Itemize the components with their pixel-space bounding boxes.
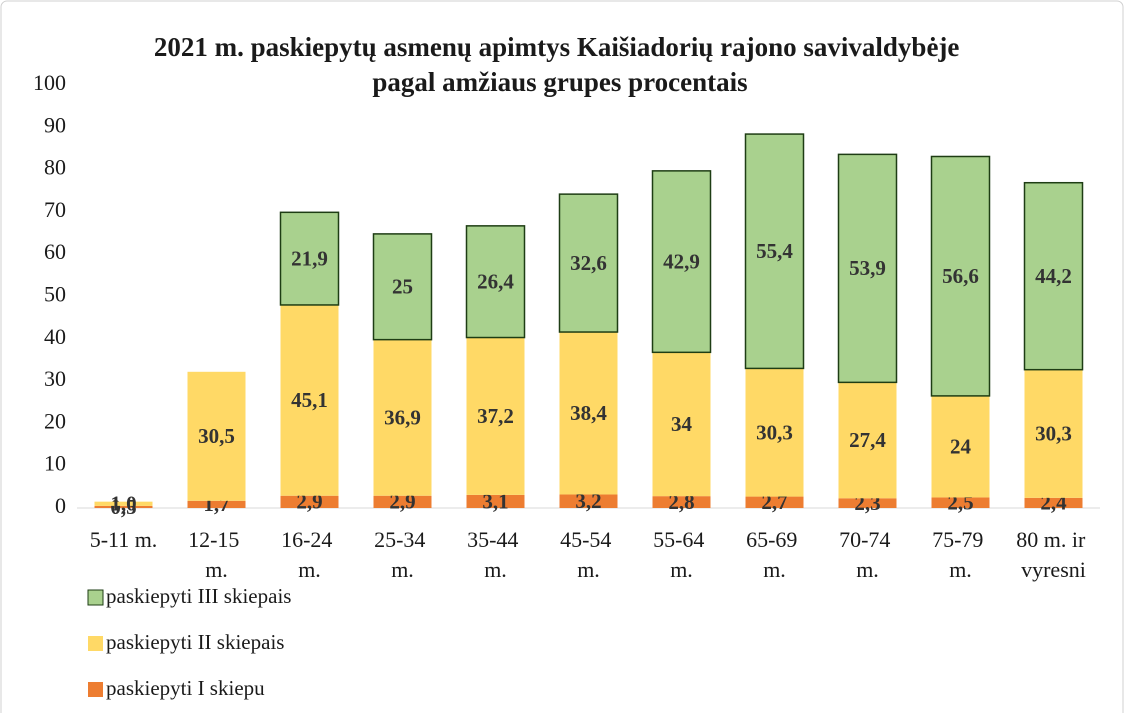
bar-segment (931, 395, 990, 498)
x-tick-label: 12-15 m. (188, 527, 245, 582)
bar-segment (187, 500, 246, 508)
bar-segment (187, 371, 246, 501)
bar-segment (1024, 497, 1083, 508)
data-label: 55,4 (756, 239, 793, 263)
bar-segment (466, 494, 525, 508)
bar-segment (744, 133, 805, 370)
y-tick-label: 20 (44, 408, 66, 433)
data-label: 24 (950, 434, 972, 458)
bar-segment (838, 382, 897, 499)
x-tick-label: 5-11 m. (90, 527, 158, 552)
bar-segment (373, 495, 432, 508)
x-tick-label: 35-44 m. (467, 527, 524, 582)
data-label: 27,4 (849, 428, 886, 452)
bar-segment (745, 368, 804, 497)
bar-segment (94, 505, 153, 508)
data-label: 42,9 (663, 249, 700, 273)
x-tick-label: 16-24 m. (281, 527, 338, 582)
chart-title: 2021 m. paskiepytų asmenų apimtys Kaišia… (154, 32, 966, 97)
legend-label: paskiepyti I skiepu (106, 676, 265, 700)
legend-swatch (88, 636, 103, 651)
bar-segment (94, 501, 153, 506)
bar-segment (838, 498, 897, 508)
data-label: 37,2 (477, 404, 514, 428)
bar-segment (465, 225, 526, 339)
data-label: 30,3 (1035, 422, 1072, 446)
x-tick-label: 25-34 m. (374, 527, 431, 582)
legend-label: paskiepyti III skiepais (106, 584, 291, 608)
data-label: 34 (671, 412, 693, 436)
x-tick-label: 55-64 m. (653, 527, 710, 582)
bar-segment (837, 153, 898, 384)
x-tick-label: 80 m. ir vyresni (1016, 527, 1091, 582)
bar-segment (1024, 369, 1083, 498)
legend-swatch (88, 682, 103, 697)
y-tick-label: 10 (44, 451, 66, 476)
bar-segment (280, 495, 339, 508)
legend-swatch (87, 589, 104, 606)
x-tick-label: 70-74 m. (839, 527, 896, 582)
data-label: 0,5 (110, 495, 136, 519)
x-tick-label: 75-79 m. (932, 527, 989, 582)
bar-segment (466, 337, 525, 495)
data-label: 36,9 (384, 406, 421, 430)
data-label: 45,1 (291, 388, 328, 412)
x-tick-label: 65-69 m. (746, 527, 803, 582)
data-label: 56,6 (942, 264, 979, 288)
bar-segment (373, 339, 432, 496)
y-tick-label: 60 (44, 239, 66, 264)
bar-segment (279, 211, 340, 306)
y-tick-label: 50 (44, 282, 66, 307)
bar-segment (745, 496, 804, 508)
y-tick-label: 70 (44, 197, 66, 222)
data-label: 32,6 (570, 251, 607, 275)
bar-segment (559, 494, 618, 508)
legend-label: paskiepyti II skiepais (106, 630, 284, 654)
data-label: 30,3 (756, 420, 793, 444)
bar-segment (372, 233, 433, 341)
data-label: 26,4 (477, 270, 514, 294)
y-tick-label: 80 (44, 155, 66, 180)
bar-segment (1023, 181, 1084, 371)
data-label: 38,4 (570, 401, 607, 425)
y-tick-label: 30 (44, 366, 66, 391)
bar-segment (931, 497, 990, 508)
data-label: 44,2 (1035, 264, 1072, 288)
bar-segment (280, 304, 339, 496)
data-label: 25 (392, 275, 413, 299)
data-label: 30,5 (198, 424, 235, 448)
bar-segment (558, 193, 619, 333)
data-label: 1,0 (110, 492, 136, 516)
data-label: 53,9 (849, 256, 886, 280)
bar-segment (652, 352, 711, 497)
bar-segment (930, 155, 991, 397)
bar-segment (651, 170, 712, 354)
data-label: 21,9 (291, 246, 328, 270)
y-tick-label: 40 (44, 324, 66, 349)
bar-segment (652, 496, 711, 508)
x-tick-label: 45-54 m. (560, 527, 617, 582)
y-tick-label: 100 (33, 70, 66, 95)
bar-segment (559, 332, 618, 495)
y-tick-label: 90 (44, 112, 66, 137)
data-label: 3,1 (482, 489, 508, 513)
y-tick-label: 0 (55, 493, 66, 518)
